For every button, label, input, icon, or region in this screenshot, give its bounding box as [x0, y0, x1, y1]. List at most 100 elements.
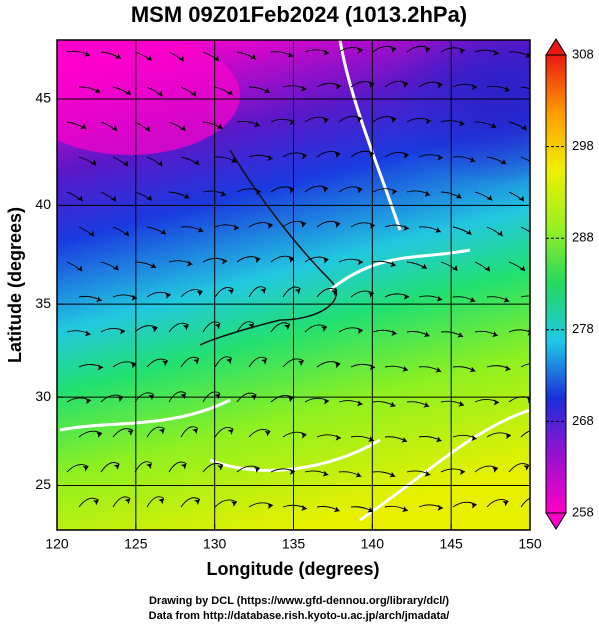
y-axis-label: Latitude (degrees) [5, 207, 25, 363]
streamline-arrow [356, 187, 363, 194]
x-tick-label: 145 [439, 536, 463, 552]
streamline [100, 462, 120, 473]
streamlines [66, 45, 544, 513]
streamline-arrow [335, 434, 341, 441]
streamline-arrow [469, 296, 476, 303]
streamline [338, 47, 363, 53]
streamline [316, 150, 341, 158]
streamline-arrow [186, 260, 193, 267]
streamline [112, 496, 131, 508]
colorbar-extend-bottom [545, 512, 567, 530]
streamline-arrow [492, 331, 498, 338]
streamline-arrow [459, 120, 465, 127]
streamline-arrow [193, 359, 199, 365]
streamline-arrow [469, 366, 476, 373]
streamline-arrow [537, 429, 544, 437]
y-tick-label: 25 [35, 476, 51, 492]
streamline-arrow [471, 435, 477, 442]
streamline [236, 465, 261, 473]
streamline-arrow [160, 228, 166, 235]
streamline [168, 322, 189, 333]
streamline [168, 461, 187, 473]
streamline-arrow [156, 160, 163, 167]
streamline-arrow [287, 396, 294, 403]
streamline-arrow [523, 465, 530, 471]
streamline-arrow [130, 362, 137, 369]
streamline-arrow [504, 86, 510, 92]
streamline-arrow [402, 506, 408, 513]
streamline-arrow [471, 84, 477, 91]
streamline-arrow [492, 467, 498, 473]
streamline-arrow [288, 257, 294, 263]
streamline-arrow [518, 195, 525, 202]
streamline-arrow [421, 263, 427, 269]
streamline [100, 394, 124, 403]
x-tick-label: 120 [45, 536, 69, 552]
streamline-arrow [436, 295, 443, 302]
streamline-arrow [151, 326, 158, 333]
streamline [146, 291, 171, 298]
streamline-arrow [502, 501, 509, 507]
streamline-arrow [144, 125, 150, 132]
streamline-arrow [85, 398, 91, 405]
streamline [134, 325, 158, 333]
x-tick-label: 130 [203, 536, 227, 552]
streamline-arrow [357, 47, 363, 54]
streamline-arrow [535, 88, 543, 96]
streamline-arrow [255, 188, 261, 195]
streamline-arrow [323, 257, 329, 264]
y-tick-label: 30 [35, 388, 51, 404]
streamline-arrow [180, 463, 187, 470]
x-axis-label: Longitude (degrees) [206, 559, 379, 579]
streamline-arrow [221, 258, 227, 265]
colorbar-tick-label: 298 [572, 138, 594, 153]
streamline [202, 463, 224, 473]
streamline-arrow [457, 331, 464, 338]
streamline [214, 427, 234, 438]
streamline [214, 499, 238, 508]
x-tick-label: 140 [361, 536, 385, 552]
streamline-arrow [355, 471, 362, 478]
credit: Drawing by DCL (https://www.gfd-dennou.o… [149, 595, 449, 607]
streamline-arrow [76, 265, 83, 272]
streamline-arrow [190, 90, 197, 97]
streamline [248, 286, 267, 298]
streamline-arrow [97, 364, 103, 371]
streamline-arrow [146, 54, 152, 61]
streamline [520, 156, 530, 162]
streamline [270, 322, 291, 333]
streamline-arrow [150, 262, 157, 268]
colorbar-tick-label: 278 [572, 321, 594, 336]
streamline-arrow [423, 401, 430, 408]
streamline [270, 255, 295, 263]
streamline [270, 186, 295, 193]
streamline [316, 220, 341, 228]
streamline-arrow [90, 159, 97, 166]
streamline [520, 226, 530, 233]
streamline [520, 363, 530, 368]
streamline-arrow [334, 152, 341, 159]
streamline [304, 185, 329, 193]
y-tick-label: 45 [35, 90, 51, 106]
streamline-arrow [183, 193, 190, 199]
streamline [66, 464, 89, 473]
streamline [134, 461, 153, 473]
streamline [180, 289, 203, 298]
colorbar-tick-label: 268 [572, 413, 594, 428]
streamline-arrow [227, 289, 234, 295]
streamline-arrow [84, 51, 90, 57]
streamline-arrow [357, 328, 363, 335]
streamline-arrow [267, 222, 273, 229]
streamline-arrow [301, 153, 307, 160]
streamline [282, 286, 301, 298]
streamline-arrow [390, 117, 397, 124]
streamline-arrow [521, 124, 527, 131]
streamline-arrow [297, 360, 304, 367]
streamline-arrow [156, 90, 163, 97]
streamline-arrow [391, 330, 397, 336]
streamline-arrow [323, 49, 329, 56]
streamline-arrow [403, 293, 409, 300]
streamline-arrow [401, 436, 408, 443]
